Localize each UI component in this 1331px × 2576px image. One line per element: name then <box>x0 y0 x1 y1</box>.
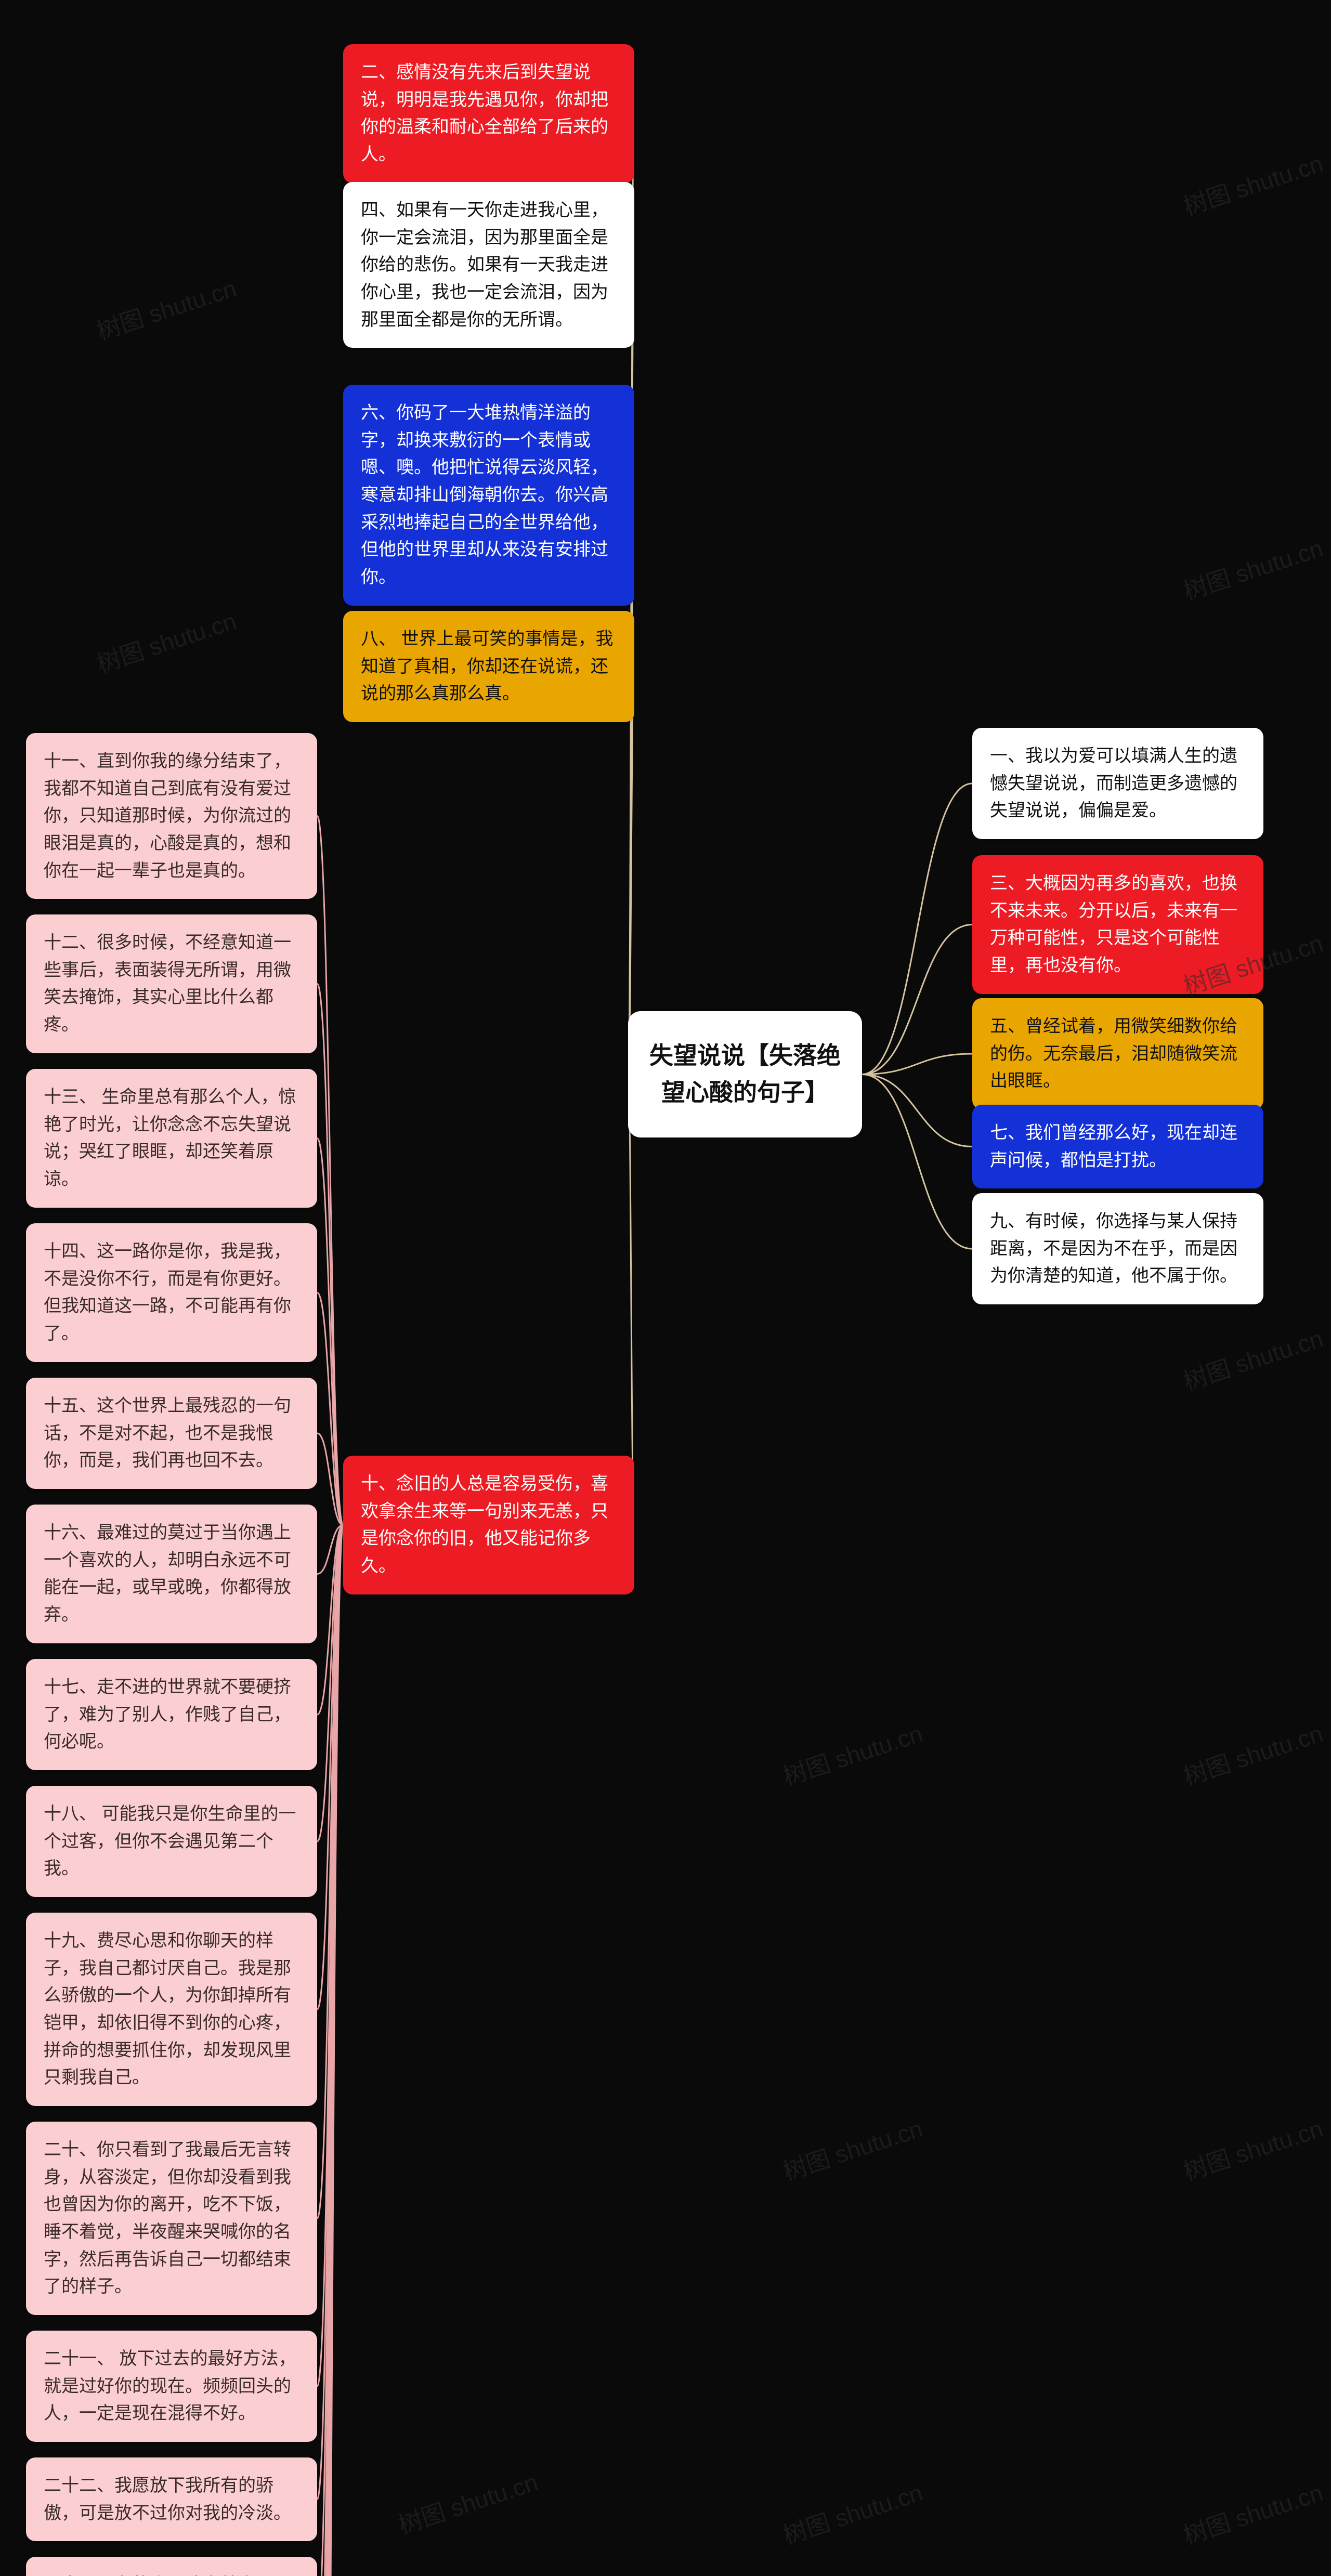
watermark: 树图 shutu.cn <box>92 270 240 347</box>
r7: 七、我们曾经那么好，现在却连声问候，都怕是打扰。 <box>972 1105 1263 1188</box>
n6: 六、你码了一大堆热情洋溢的字，却换来敷衍的一个表情或嗯、噢。他把忙说得云淡风轻，… <box>343 385 634 606</box>
center-node: 失望说说【失落绝望心酸的句子】 <box>628 1011 862 1137</box>
p18: 十八、 可能我只是你生命里的一个过客，但你不会遇见第二个我。 <box>26 1786 317 1897</box>
r3: 三、大概因为再多的喜欢，也换不来未来。分开以后，未来有一万种可能性，只是这个可能… <box>972 855 1263 994</box>
watermark: 树图 shutu.cn <box>394 2464 542 2541</box>
r9: 九、有时候，你选择与某人保持距离，不是因为不在乎，而是因为你清楚的知道，他不属于… <box>972 1193 1263 1304</box>
watermark: 树图 shutu.cn <box>1179 1715 1327 1793</box>
n10: 十、念旧的人总是容易受伤，喜欢拿余生来等一句别来无恙，只是你念你的旧，他又能记你… <box>343 1456 634 1594</box>
watermark: 树图 shutu.cn <box>1179 2110 1327 2188</box>
p17: 十七、走不进的世界就不要硬挤了，难为了别人，作贱了自己，何必呢。 <box>26 1659 317 1770</box>
r5: 五、曾经试着，用微笑细数你给的伤。无奈最后，泪却随微笑流出眼眶。 <box>972 998 1263 1109</box>
p15: 十五、这个世界上最残忍的一句话，不是对不起，也不是我恨你，而是，我们再也回不去。 <box>26 1378 317 1489</box>
n4: 四、如果有一天你走进我心里，你一定会流泪，因为那里面全是你给的悲伤。如果有一天我… <box>343 182 634 348</box>
watermark: 树图 shutu.cn <box>92 603 240 680</box>
p19: 十九、费尽心思和你聊天的样子，我自己都讨厌自己。我是那么骄傲的一个人，为你卸掉所… <box>26 1913 317 2106</box>
watermark: 树图 shutu.cn <box>1179 1320 1327 1397</box>
p14: 十四、这一路你是你，我是我，不是没你不行，而是有你更好。但我知道这一路，不可能再… <box>26 1223 317 1362</box>
n8: 八、 世界上最可笑的事情是，我知道了真相，你却还在说谎，还说的那么真那么真。 <box>343 611 634 722</box>
p16: 十六、最难过的莫过于当你遇上一个喜欢的人，却明白永远不可能在一起，或早或晚，你都… <box>26 1505 317 1643</box>
p11: 十一、直到你我的缘分结束了，我都不知道自己到底有没有爱过你，只知道那时候，为你流… <box>26 733 317 899</box>
p21: 二十一、 放下过去的最好方法，就是过好你的现在。频频回头的人，一定是现在混得不好… <box>26 2331 317 2442</box>
p12: 十二、很多时候，不经意知道一些事后，表面装得无所谓，用微笑去掩饰，其实心里比什么… <box>26 914 317 1053</box>
watermark: 树图 shutu.cn <box>1179 530 1327 607</box>
p23: 二十三、有的人，该忘就忘了吧，所谓的念念不忘，在自己眼里，是爱。在对方眼里，是烦… <box>26 2557 317 2576</box>
n2: 二、感情没有先来后到失望说说，明明是我先遇见你，你却把你的温柔和耐心全部给了后来… <box>343 44 634 183</box>
watermark: 树图 shutu.cn <box>1179 2474 1327 2552</box>
watermark: 树图 shutu.cn <box>778 1715 927 1793</box>
r1: 一、我以为爱可以填满人生的遗憾失望说说，而制造更多遗憾的失望说说，偏偏是爱。 <box>972 728 1263 839</box>
p13: 十三、 生命里总有那么个人，惊艳了时光，让你念念不忘失望说说；哭红了眼眶，却还笑… <box>26 1069 317 1208</box>
watermark: 树图 shutu.cn <box>778 2110 927 2188</box>
watermark: 树图 shutu.cn <box>778 2474 927 2552</box>
p20: 二十、你只看到了我最后无言转身，从容淡定，但你却没看到我也曾因为你的离开，吃不下… <box>26 2122 317 2315</box>
p22: 二十二、我愿放下我所有的骄傲，可是放不过你对我的冷淡。 <box>26 2457 317 2541</box>
watermark: 树图 shutu.cn <box>1179 145 1327 223</box>
